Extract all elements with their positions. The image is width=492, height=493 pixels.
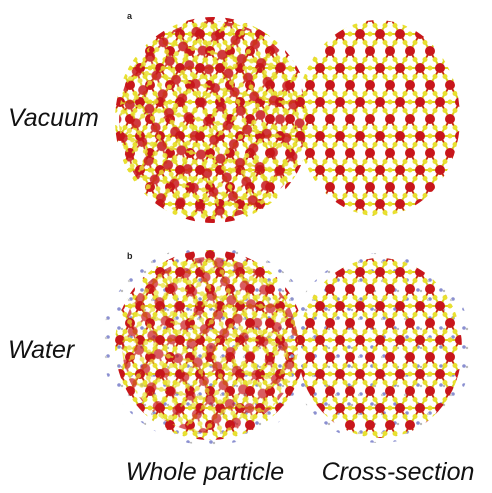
panel-label: b bbox=[127, 251, 133, 261]
condition-label: Water bbox=[8, 336, 76, 364]
particle-image bbox=[296, 20, 460, 216]
particle-image bbox=[115, 17, 311, 223]
particle-image bbox=[288, 253, 472, 443]
condition-label: Vacuum bbox=[8, 104, 99, 132]
column-label: Whole particle bbox=[126, 458, 284, 486]
particle-image bbox=[102, 245, 318, 445]
column-label: Cross-section bbox=[322, 458, 475, 486]
panel-label: a bbox=[127, 11, 133, 21]
